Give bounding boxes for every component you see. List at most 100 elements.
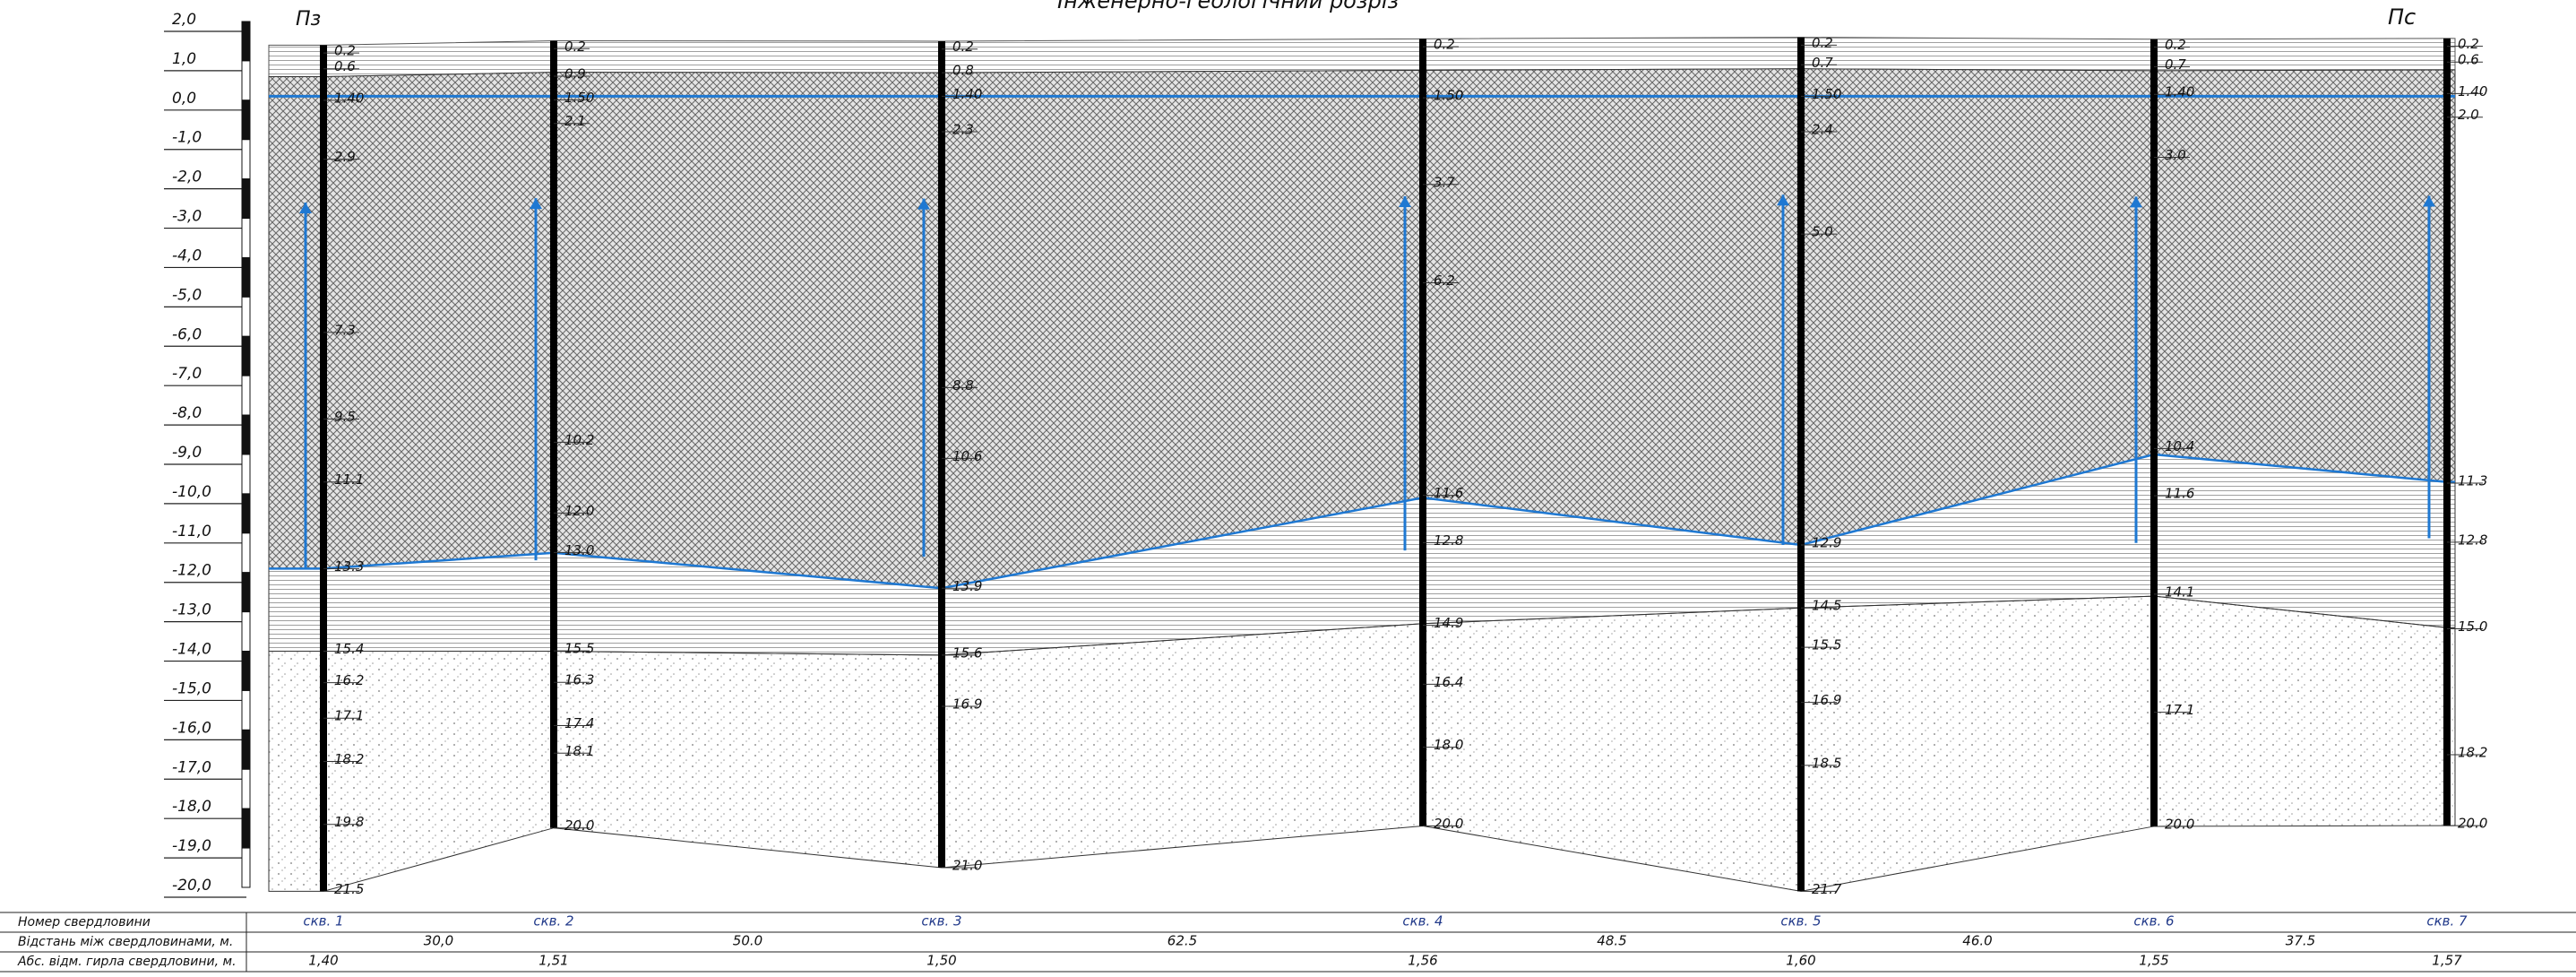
depth-label: 0.2 xyxy=(1434,37,1455,53)
scale-bar xyxy=(242,297,250,336)
right-label: Пс xyxy=(2388,4,2416,30)
depth-label: 1.40 xyxy=(2165,84,2194,100)
scale-bar xyxy=(242,573,250,612)
depth-label: 11.6 xyxy=(1434,485,1463,501)
depth-label: 7.3 xyxy=(334,322,356,338)
borehole-name: скв. 1 xyxy=(303,913,343,929)
elevation-label: -5,0 xyxy=(172,286,202,304)
depth-label: 2.3 xyxy=(952,121,974,137)
depth-label: 2.0 xyxy=(2458,107,2479,123)
borehole-elevation: 1,57 xyxy=(2432,953,2462,969)
depth-label: 15.0 xyxy=(2458,618,2487,635)
scale-bar xyxy=(242,61,250,100)
depth-label: 18.1 xyxy=(564,743,594,759)
depth-label: 21.7 xyxy=(1812,881,1842,897)
depth-label: 9.5 xyxy=(334,409,356,425)
depth-label: 13.0 xyxy=(564,542,594,558)
depth-label: 16.3 xyxy=(564,672,594,688)
depth-label: 0.2 xyxy=(334,43,356,59)
borehole-elevation: 1,55 xyxy=(2139,953,2168,969)
depth-label: 0.8 xyxy=(952,63,974,79)
elevation-label: -18,0 xyxy=(172,798,211,816)
scale-bar xyxy=(242,690,250,730)
elevation-label: -10,0 xyxy=(172,483,211,501)
depth-label: 0.9 xyxy=(564,66,586,82)
scale-bar xyxy=(242,415,250,454)
depth-label: 1.40 xyxy=(2458,83,2487,99)
depth-label: 18.0 xyxy=(1434,737,1463,753)
page: Інженерно-геологічний розріз Пз Пс 2,0 1,… xyxy=(0,0,2576,977)
section: Інженерно-геологічний розріз Пз Пс 2,0 1,… xyxy=(0,0,2576,973)
depth-label: 5.0 xyxy=(1812,224,1833,240)
elevation-label: -19,0 xyxy=(172,837,211,855)
depth-label: 20.0 xyxy=(1434,816,1463,832)
depth-label: 0.7 xyxy=(2165,56,2186,73)
scale-bar xyxy=(242,808,250,848)
depth-label: 1.50 xyxy=(564,90,594,106)
depth-label: 15.6 xyxy=(952,644,982,661)
depth-label: 14.5 xyxy=(1812,598,1841,614)
depth-label: 20.0 xyxy=(2165,816,2194,832)
distance: 50.0 xyxy=(733,933,762,949)
borehole-name: скв. 4 xyxy=(1402,913,1443,929)
depth-label: 12.8 xyxy=(1434,532,1463,549)
scale-bar xyxy=(242,730,250,769)
depth-label: 0.2 xyxy=(564,39,586,55)
scale-bar xyxy=(242,848,250,887)
scale-bar xyxy=(242,652,250,691)
elevation-label: -2,0 xyxy=(172,169,202,186)
borehole-name: скв. 3 xyxy=(921,913,961,929)
depth-label: 15.4 xyxy=(334,641,364,657)
scale-bar xyxy=(242,376,250,415)
elevation-label: -20,0 xyxy=(172,877,211,895)
depth-label: 1.50 xyxy=(1812,86,1841,102)
depth-label: 0.7 xyxy=(1812,55,1833,71)
depth-label: 16.9 xyxy=(1812,692,1841,708)
depth-label: 20.0 xyxy=(564,817,594,834)
elevation-label: -16,0 xyxy=(172,719,211,737)
scale-bar xyxy=(242,22,250,61)
depth-label: 8.8 xyxy=(952,377,974,393)
depth-label: 16.9 xyxy=(952,696,982,713)
depth-label: 12.9 xyxy=(1812,534,1841,550)
distance: 62.5 xyxy=(1167,933,1197,949)
depth-label: 2.1 xyxy=(564,113,586,129)
depth-label: 1.50 xyxy=(1434,88,1463,104)
left-label: Пз xyxy=(296,8,321,30)
depth-label: 15.5 xyxy=(564,641,594,657)
row-header: Відстань між свердловинами, м. xyxy=(18,935,233,949)
depth-label: 2.4 xyxy=(1812,121,1833,137)
elevation-label: 0,0 xyxy=(172,90,196,108)
depth-label: 18.2 xyxy=(334,751,364,767)
depth-label: 21.5 xyxy=(334,881,364,897)
elevation-label: -11,0 xyxy=(172,523,211,540)
scale-bar xyxy=(242,612,250,652)
elevation-label: -15,0 xyxy=(172,679,211,697)
elevation-label: 2,0 xyxy=(172,11,196,29)
depth-label: 18.2 xyxy=(2458,745,2487,761)
depth-label: 1.40 xyxy=(952,86,982,102)
depth-label: 14.1 xyxy=(2165,584,2194,600)
scale-bar xyxy=(242,100,250,140)
depth-label: 10.4 xyxy=(2165,438,2194,454)
depth-label: 10.2 xyxy=(564,432,594,448)
borehole-name: скв. 5 xyxy=(1780,913,1821,929)
distance: 37.5 xyxy=(2286,933,2315,949)
borehole-elevation: 1,50 xyxy=(926,953,956,969)
depth-label: 1.40 xyxy=(334,90,364,106)
elevation-label: -12,0 xyxy=(172,562,211,580)
depth-label: 16.4 xyxy=(1434,674,1463,690)
scale-bar xyxy=(242,179,250,219)
elevation-label: -3,0 xyxy=(172,208,202,226)
distance: 46.0 xyxy=(1962,933,1992,949)
depth-label: 17.1 xyxy=(2165,702,2194,718)
row-header: Номер свердловини xyxy=(18,915,151,929)
borehole-elevation: 1,56 xyxy=(1408,953,1437,969)
title: Інженерно-геологічний розріз xyxy=(1057,0,1399,13)
depth-label: 21.0 xyxy=(952,858,982,874)
depth-label: 20.0 xyxy=(2458,816,2487,832)
depth-label: 17.1 xyxy=(334,708,364,724)
elevation-label: 1,0 xyxy=(172,50,196,68)
depth-label: 12.8 xyxy=(2458,532,2487,548)
depth-label: 16.2 xyxy=(334,672,364,688)
